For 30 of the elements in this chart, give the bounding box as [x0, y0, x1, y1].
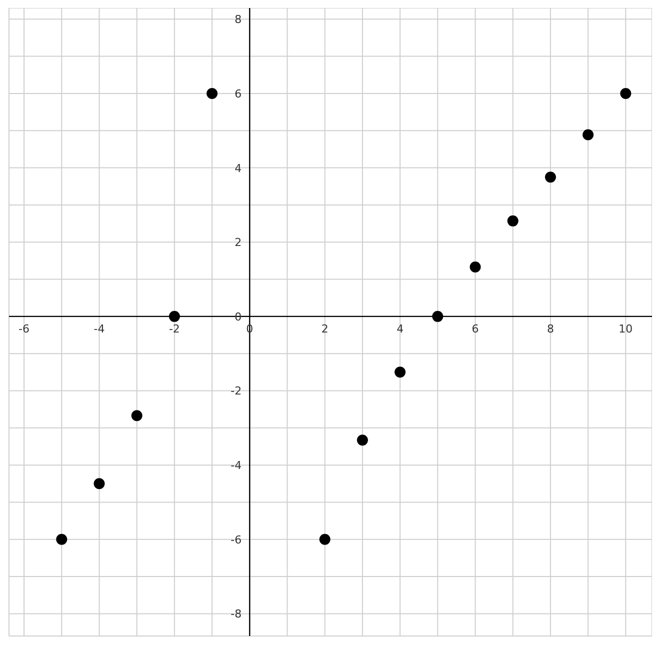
y-tick-label: 8 — [234, 13, 242, 26]
y-tick-label: 4 — [234, 162, 242, 175]
y-tick-label: 6 — [234, 87, 242, 100]
point — [582, 129, 594, 140]
y-tick-label: 2 — [234, 236, 242, 250]
x-tick-label: -4 — [94, 322, 105, 336]
point — [319, 534, 330, 545]
x-tick-label: 2 — [321, 322, 328, 336]
point — [131, 410, 142, 422]
y-tick-label: -4 — [230, 459, 242, 472]
point — [394, 366, 406, 378]
y-tick-label: -8 — [230, 608, 242, 621]
point — [620, 88, 632, 99]
point — [432, 310, 444, 322]
point — [206, 88, 218, 99]
point — [56, 534, 68, 545]
point — [168, 310, 180, 322]
x-tick-label: -6 — [18, 322, 30, 336]
x-tick-label: 8 — [546, 322, 554, 336]
x-tick-label: 10 — [618, 322, 633, 336]
y-tick-label: -6 — [230, 533, 242, 546]
point — [544, 172, 556, 183]
y-tick-label: -2 — [230, 384, 242, 398]
point — [356, 434, 368, 446]
point — [470, 262, 481, 273]
x-tick-label: -2 — [168, 322, 180, 336]
point — [507, 215, 518, 226]
x-tick-label: 4 — [396, 322, 404, 336]
x-tick-label: 6 — [472, 322, 479, 336]
point — [94, 478, 105, 490]
